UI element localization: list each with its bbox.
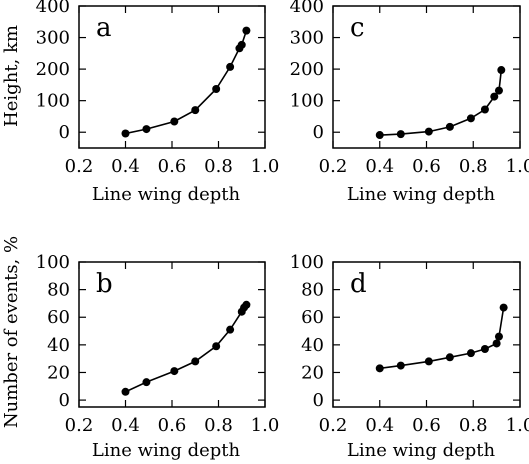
series-line-b	[125, 304, 248, 393]
ylabel-events: Number of events, %	[1, 236, 22, 428]
panel-label-c: c	[350, 13, 365, 43]
ylabel-height: Height, km	[1, 25, 22, 127]
data-point-c	[494, 86, 503, 95]
data-point-b	[212, 342, 221, 351]
x-tick-label-b: 0.2	[65, 415, 94, 436]
data-point-b	[242, 300, 251, 309]
data-point-a	[142, 125, 151, 134]
x-tick-label-d: 0.4	[365, 415, 394, 436]
data-point-c	[445, 122, 454, 131]
y-tick-label-c: 300	[290, 28, 324, 49]
y-tick-label-b: 40	[47, 335, 70, 356]
data-point-b	[121, 387, 130, 396]
y-tick-label-c: 100	[290, 91, 324, 112]
x-tick-label-a: 0.2	[65, 156, 94, 177]
x-tick-label-b: 0.6	[158, 415, 187, 436]
y-tick-label-b: 80	[47, 280, 70, 301]
panel-label-b: b	[96, 269, 113, 299]
y-tick-label-a: 400	[36, 0, 70, 17]
data-point-a	[191, 106, 200, 115]
data-point-d	[480, 345, 489, 353]
data-point-c	[490, 92, 499, 101]
data-point-d	[396, 361, 405, 370]
data-point-d	[466, 349, 475, 358]
x-tick-label-c: 0.6	[412, 156, 441, 177]
x-tick-label-c: 0.4	[365, 156, 394, 177]
x-tick-label-a: 1.0	[251, 156, 280, 177]
y-tick-label-d: 40	[301, 335, 324, 356]
data-point-d	[494, 332, 503, 341]
x-tick-label-c: 1.0	[506, 156, 529, 177]
data-point-a	[121, 129, 130, 138]
y-tick-label-a: 300	[36, 28, 70, 49]
x-tick-label-d: 0.2	[319, 415, 348, 436]
data-point-a	[226, 62, 235, 71]
x-tick-label-a: 0.8	[204, 156, 233, 177]
data-point-d	[424, 357, 433, 366]
y-tick-label-b: 0	[59, 390, 70, 411]
data-point-c	[396, 130, 405, 139]
data-point-d	[492, 339, 501, 348]
y-tick-label-b: 60	[47, 307, 70, 328]
xlabel-c: Line wing depth	[347, 184, 496, 205]
data-point-b	[226, 325, 235, 334]
x-tick-label-c: 0.2	[319, 156, 348, 177]
data-point-c	[497, 66, 506, 75]
x-tick-label-b: 0.8	[204, 415, 233, 436]
y-tick-label-a: 200	[36, 59, 70, 80]
x-tick-label-d: 0.6	[412, 415, 441, 436]
data-point-b	[170, 367, 179, 376]
y-tick-label-c: 400	[290, 0, 324, 17]
y-tick-label-d: 20	[301, 362, 324, 383]
data-point-d	[445, 353, 454, 362]
x-tick-label-c: 0.8	[459, 156, 488, 177]
data-point-d	[499, 303, 508, 312]
y-tick-label-b: 20	[47, 362, 70, 383]
data-point-d	[375, 364, 384, 373]
data-point-a	[212, 84, 221, 93]
y-tick-label-c: 0	[313, 122, 324, 143]
y-tick-label-a: 100	[36, 91, 70, 112]
data-point-c	[375, 131, 384, 140]
panel-label-a: a	[96, 13, 112, 43]
data-point-a	[170, 117, 179, 126]
x-tick-label-b: 0.4	[111, 415, 140, 436]
series-line-c	[379, 70, 503, 136]
y-tick-label-d: 100	[290, 252, 324, 273]
y-tick-label-d: 80	[301, 280, 324, 301]
series-line-a	[125, 30, 248, 135]
xlabel-b: Line wing depth	[92, 440, 241, 461]
data-point-a	[242, 26, 251, 35]
data-point-b	[142, 378, 151, 387]
y-tick-label-a: 0	[59, 122, 70, 143]
x-tick-label-a: 0.4	[111, 156, 140, 177]
x-tick-label-d: 1.0	[506, 415, 529, 436]
data-point-c	[480, 105, 489, 114]
data-point-c	[424, 127, 433, 136]
y-tick-label-b: 100	[36, 252, 70, 273]
x-tick-label-a: 0.6	[158, 156, 187, 177]
y-tick-label-d: 0	[313, 390, 324, 411]
y-tick-label-c: 200	[290, 59, 324, 80]
data-point-c	[466, 114, 475, 123]
x-tick-label-d: 0.8	[459, 415, 488, 436]
panel-label-d: d	[350, 269, 367, 299]
xlabel-d: Line wing depth	[347, 440, 496, 461]
y-tick-label-d: 60	[301, 307, 324, 328]
series-line-d	[379, 307, 505, 370]
x-tick-label-b: 1.0	[251, 415, 280, 436]
data-point-b	[191, 357, 200, 366]
data-point-a	[237, 40, 246, 49]
xlabel-a: Line wing depth	[92, 184, 241, 205]
